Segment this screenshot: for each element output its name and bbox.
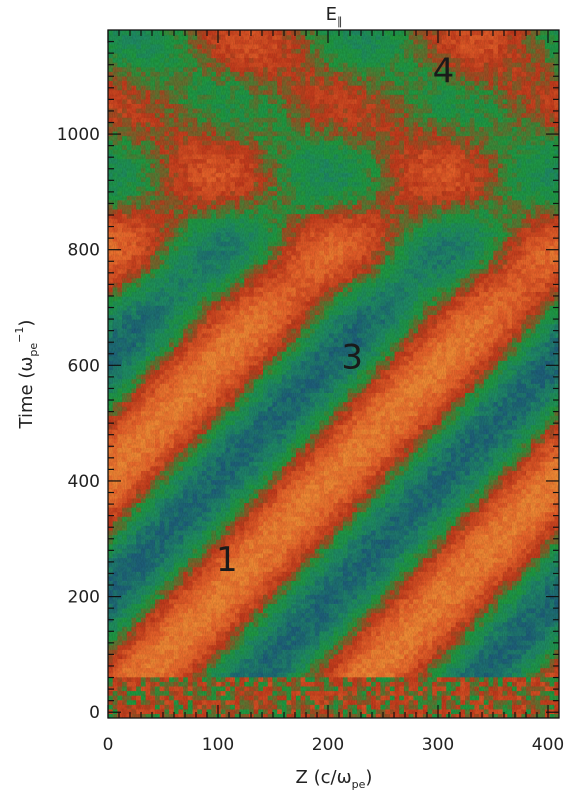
chart-title: E∥ bbox=[326, 4, 343, 28]
chart-title-main: E bbox=[326, 4, 337, 25]
chart-title-subscript: ∥ bbox=[337, 15, 343, 28]
